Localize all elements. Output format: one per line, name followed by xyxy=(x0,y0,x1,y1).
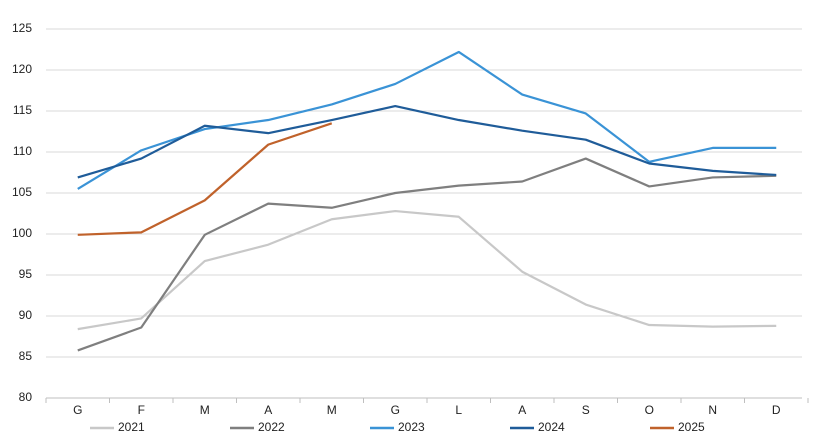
legend-label: 2021 xyxy=(118,420,145,434)
series-line xyxy=(77,50,777,190)
x-tick-label: N xyxy=(708,403,717,417)
y-tick-label: 85 xyxy=(19,349,33,363)
legend-label: 2024 xyxy=(538,420,565,434)
y-tick-label: 105 xyxy=(12,185,32,199)
x-tick-label: G xyxy=(391,403,400,417)
y-tick-label: 100 xyxy=(12,226,32,240)
legend-label: 2023 xyxy=(398,420,425,434)
x-tick-label: D xyxy=(772,403,781,417)
series-line xyxy=(77,122,333,236)
legend-label: 2025 xyxy=(678,420,705,434)
y-tick-label: 90 xyxy=(19,308,33,322)
x-tick-label: A xyxy=(518,403,526,417)
y-tick-label: 125 xyxy=(12,21,32,35)
y-tick-label: 115 xyxy=(13,103,32,117)
x-tick-label: A xyxy=(264,403,272,417)
y-tick-label: 95 xyxy=(19,267,33,281)
series-line xyxy=(77,209,777,331)
x-tick-label: L xyxy=(455,403,462,417)
x-tick-label: F xyxy=(138,403,145,417)
legend-label: 2022 xyxy=(258,420,285,434)
x-tick-label: S xyxy=(582,403,590,417)
x-tick-label: O xyxy=(645,403,654,417)
y-tick-label: 120 xyxy=(12,62,32,76)
x-tick-label: M xyxy=(200,403,210,417)
y-tick-label: 80 xyxy=(19,390,33,404)
x-tick-label: M xyxy=(327,403,337,417)
series-line xyxy=(77,157,777,352)
series-line xyxy=(77,104,777,179)
y-tick-label: 110 xyxy=(13,144,32,158)
x-tick-label: G xyxy=(73,403,82,417)
